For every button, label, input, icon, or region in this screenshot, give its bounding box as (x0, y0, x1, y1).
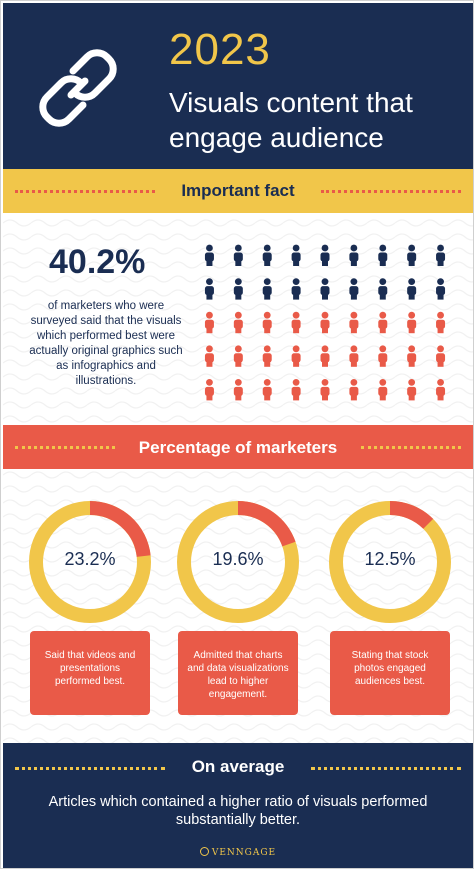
person-icon (407, 278, 417, 300)
footer-text: Articles which contained a higher ratio … (48, 794, 428, 828)
donut-chart (329, 501, 451, 623)
person-icon (349, 244, 359, 266)
person-icon (407, 345, 417, 367)
brand-icon (199, 847, 209, 856)
person-icon (204, 345, 214, 367)
person-icon (204, 244, 214, 266)
headline: Visuals content that engage audience (169, 87, 413, 153)
person-icon (291, 345, 301, 367)
dotted-divider-right (311, 767, 461, 770)
donut-value: 19.6% (212, 549, 264, 569)
person-icon (407, 379, 417, 401)
person-icon (204, 278, 214, 300)
person-icon (291, 379, 301, 401)
person-icon (233, 278, 243, 300)
people-grid (204, 244, 446, 401)
person-icon (349, 379, 359, 401)
person-icon (349, 345, 359, 367)
person-icon (291, 278, 301, 300)
person-icon (378, 278, 388, 300)
person-icon (262, 278, 272, 300)
person-icon (262, 379, 272, 401)
header-section: 2023 Visuals content that engage audienc… (3, 3, 473, 169)
important-fact-band: Important fact (3, 169, 473, 213)
person-icon (291, 311, 301, 334)
person-icon (320, 278, 330, 300)
percentage-band: Percentage of marketers (3, 425, 473, 469)
donut-value-arc (329, 501, 451, 623)
dotted-divider-left (15, 190, 155, 193)
donut-value-arc (29, 501, 151, 623)
year-title: 2023 (169, 25, 271, 74)
person-icon (436, 379, 446, 401)
dotted-divider-left (15, 767, 165, 770)
dotted-divider-left (15, 446, 115, 449)
fact-description: of marketers who were surveyed said that… (29, 300, 183, 387)
person-icon (407, 311, 417, 334)
person-icon (320, 345, 330, 367)
person-icon (436, 311, 446, 334)
person-icon (378, 345, 388, 367)
person-icon (262, 244, 272, 266)
caption-card: Admitted that charts and data visualizat… (178, 631, 298, 715)
footer-section: On average Articles which contained a hi… (3, 743, 473, 868)
person-icon (320, 311, 330, 334)
person-icon (320, 244, 330, 266)
person-icon (378, 244, 388, 266)
caption-card: Stating that stock photos engaged audien… (330, 631, 450, 715)
footer-title: On average (191, 757, 285, 776)
donut-value-arc (177, 501, 299, 623)
person-icon (233, 244, 243, 266)
link-icon (39, 49, 117, 127)
person-icon (291, 244, 301, 266)
brand-logo: VENNGAGE (3, 847, 473, 858)
person-icon (436, 278, 446, 300)
caption-card: Said that videos and presentations perfo… (30, 631, 150, 715)
person-icon (262, 345, 272, 367)
person-icon (233, 379, 243, 401)
section-title-percentage: Percentage of marketers (138, 438, 338, 457)
donut-value: 23.2% (64, 549, 116, 569)
person-icon (436, 345, 446, 367)
person-icon (407, 244, 417, 266)
donut-chart (177, 501, 299, 623)
person-icon (349, 311, 359, 334)
donut-value: 12.5% (364, 549, 416, 569)
person-icon (262, 311, 272, 334)
dotted-divider-right (361, 446, 461, 449)
person-icon (378, 379, 388, 401)
dotted-divider-right (321, 190, 461, 193)
person-icon (378, 311, 388, 334)
person-icon (320, 379, 330, 401)
section-title-important-fact: Important fact (181, 181, 295, 200)
donut-chart (29, 501, 151, 623)
person-icon (233, 345, 243, 367)
person-icon (436, 244, 446, 266)
fact-percentage: 40.2% (49, 243, 146, 281)
person-icon (204, 311, 214, 334)
brand-name: VENNGAGE (211, 848, 277, 858)
person-icon (233, 311, 243, 334)
person-icon (349, 278, 359, 300)
person-icon (204, 379, 214, 401)
